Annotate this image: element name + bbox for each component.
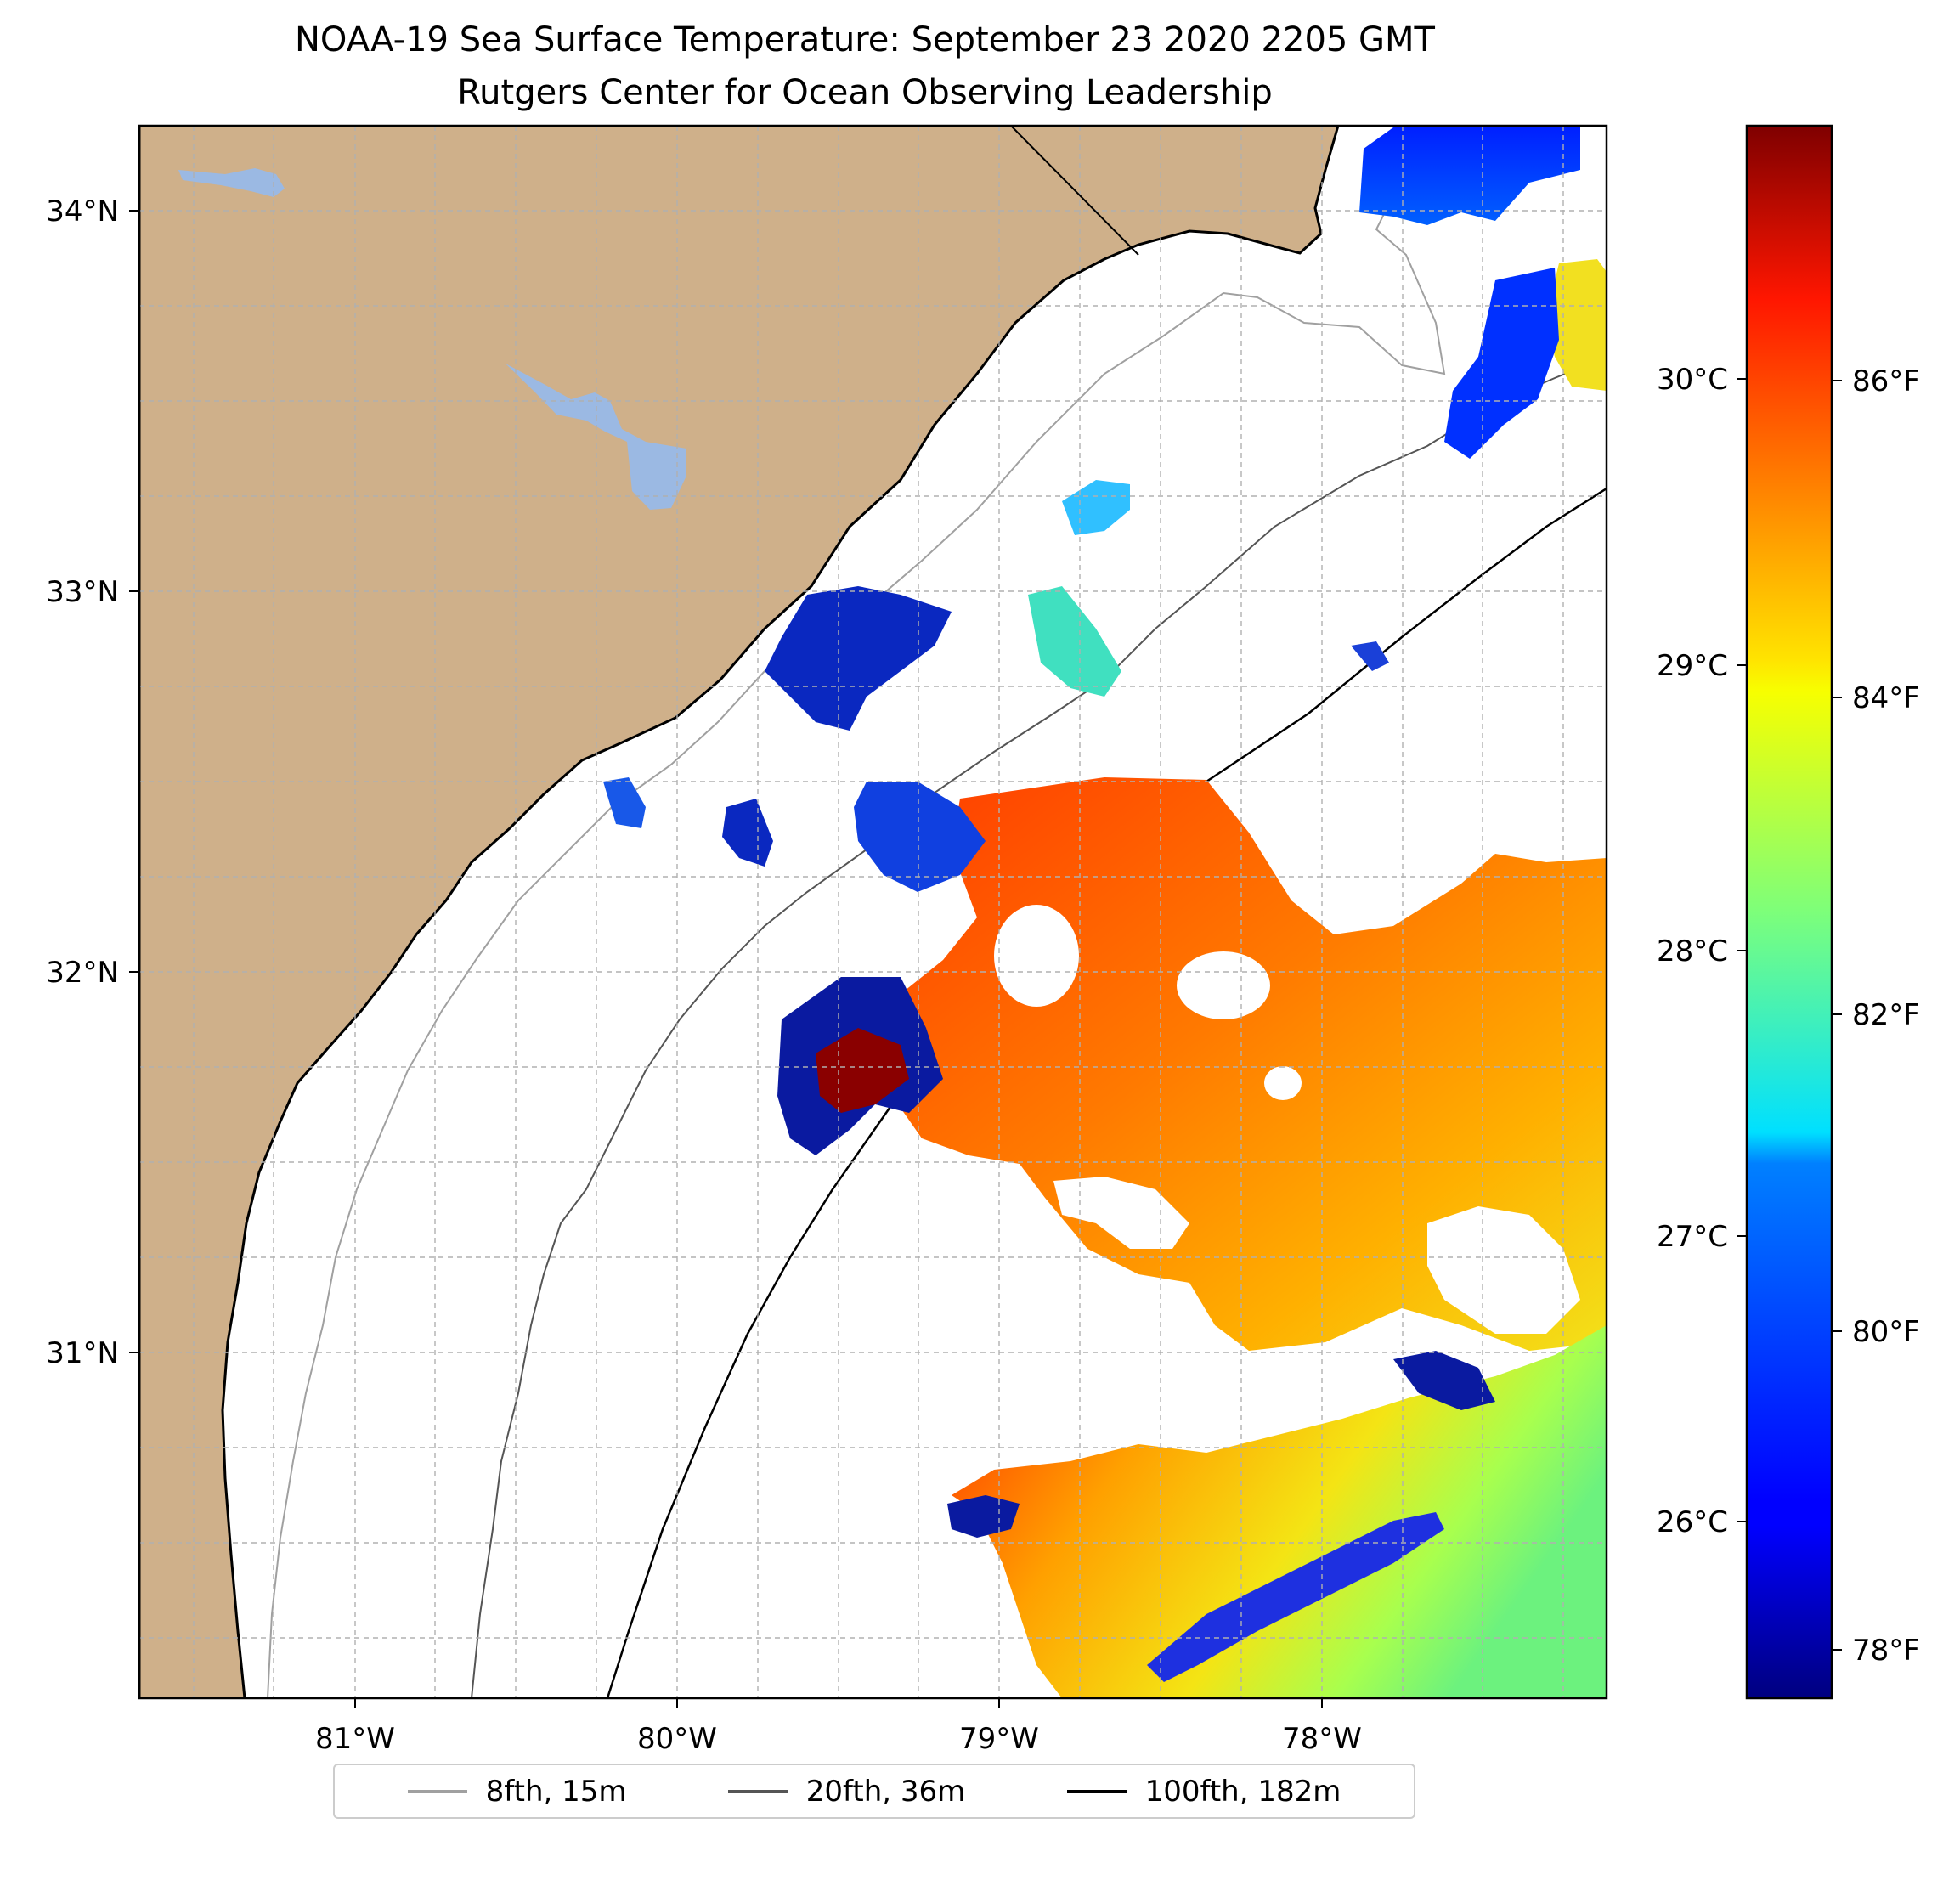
map-frame [138, 124, 1608, 1700]
colorbar-celsius-label: 27°C [1657, 1220, 1728, 1254]
cloud-gap-3 [1053, 1177, 1189, 1249]
colorbar-celsius-label: 26°C [1657, 1505, 1728, 1539]
sst-small-cyan-2 [1028, 586, 1121, 697]
colorbar-celsius-label: 28°C [1657, 934, 1728, 968]
map-panel [139, 126, 1607, 1698]
sst-small-mixed-1 [603, 777, 646, 828]
isobath-legend: 8fth, 15m 20fth, 36m 100fth, 182m [333, 1764, 1415, 1819]
lon-tick-label: 80°W [637, 1722, 717, 1756]
land [139, 126, 1340, 1698]
legend-swatch [1066, 1789, 1127, 1793]
lat-tick-label: 34°N [46, 195, 119, 229]
gridlines [139, 126, 1607, 1698]
legend-item-8fth: 8fth, 15m [407, 1774, 627, 1809]
sst-coast-cold [765, 586, 952, 731]
lat-axis [129, 210, 139, 1353]
lake-marion [506, 364, 686, 510]
sst-small-mixed-2 [722, 799, 773, 867]
sst-north-cold [1359, 127, 1580, 225]
lat-tick-label: 32°N [46, 956, 119, 990]
cloud-gap-6 [1264, 1066, 1302, 1100]
sst-ne-warm [1546, 259, 1607, 391]
lon-tick-label: 78°W [1282, 1722, 1362, 1756]
legend-item-100fth: 100fth, 182m [1066, 1774, 1341, 1809]
colorbar-fahrenheit-label: 78°F [1852, 1634, 1920, 1668]
lat-tick-label: 33°N [46, 575, 119, 609]
sst-south-west-cold [947, 1495, 1020, 1538]
legend-swatch [727, 1789, 788, 1793]
sst-ne-cold [1444, 268, 1559, 459]
title-line-2: Rutgers Center for Ocean Observing Leade… [457, 73, 1273, 112]
legend-label: 100fth, 182m [1144, 1774, 1341, 1809]
title-line-1: NOAA-19 Sea Surface Temperature: Septemb… [295, 20, 1436, 59]
legend-label: 8fth, 15m [485, 1774, 627, 1809]
cloud-gap-4 [1427, 1206, 1580, 1334]
sst-south-cold-streak [1147, 1512, 1444, 1682]
legend-swatch [407, 1789, 467, 1793]
cloud-gap-1 [1177, 951, 1270, 1019]
sst-south-warm [952, 1325, 1607, 1698]
state-border [1010, 126, 1139, 256]
sst-midshelf-cold [854, 782, 986, 892]
colorbar-fahrenheit-label: 84°F [1852, 681, 1920, 715]
colorbar-fahrenheit-label: 86°F [1852, 364, 1920, 398]
lon-tick-label: 79°W [959, 1722, 1039, 1756]
colorbar-fahrenheit-label: 80°F [1852, 1315, 1920, 1349]
isobath-20fth [471, 356, 1607, 1698]
colorbar [1745, 124, 1833, 1700]
legend-label: 20fth, 36m [805, 1774, 966, 1809]
sst-small-mixed-3 [1351, 641, 1389, 671]
lake-north [178, 168, 285, 197]
sst-small-cyan-1 [1062, 480, 1130, 535]
lon-axis [354, 1698, 1323, 1708]
colorbar-fahrenheit-label: 82°F [1852, 998, 1920, 1032]
colorbar-ticks [1737, 378, 1842, 1651]
cloud-gap-2 [994, 905, 1079, 1007]
cloud-gap-5 [977, 1198, 1036, 1266]
legend-item-20fth: 20fth, 36m [727, 1774, 966, 1809]
sst-se-cold [1393, 1351, 1495, 1410]
lat-tick-label: 31°N [46, 1336, 119, 1370]
colorbar-celsius-label: 29°C [1657, 649, 1728, 683]
colorbar-celsius-label: 30°C [1657, 363, 1728, 397]
lon-tick-label: 81°W [315, 1722, 395, 1756]
